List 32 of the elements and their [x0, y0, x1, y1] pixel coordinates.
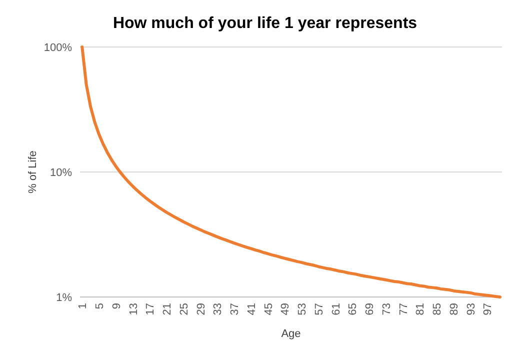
x-tick-label: 13 [128, 303, 140, 316]
x-tick-label: 45 [262, 303, 275, 316]
x-axis-title: Age [281, 328, 301, 340]
x-tick-label: 49 [280, 303, 292, 316]
x-tick-label: 85 [432, 303, 444, 316]
x-tick-label: 17 [144, 303, 157, 316]
x-tick-label: 53 [296, 303, 309, 316]
y-tick-label: 1% [56, 292, 72, 304]
x-tick-label: 33 [212, 303, 224, 316]
x-tick-label: 5 [94, 303, 106, 310]
y-tick-label: 10% [50, 166, 72, 179]
x-tick-label: 9 [110, 303, 123, 310]
x-tick-label: 81 [414, 303, 427, 316]
x-tick-label: 73 [380, 303, 393, 316]
x-tick-label: 93 [465, 303, 478, 316]
x-tick-label: 29 [195, 303, 208, 316]
x-tick-label: 65 [347, 303, 360, 316]
x-tick-label: 1 [77, 303, 90, 310]
y-tick-label: 100% [44, 42, 72, 54]
x-tick-label: 77 [398, 303, 410, 316]
chart-title: How much of your life 1 year represents [112, 15, 418, 32]
x-tick-label: 97 [482, 303, 494, 316]
x-tick-label: 25 [178, 303, 190, 316]
x-tick-label: 61 [330, 303, 342, 316]
x-tick-label: 57 [313, 303, 326, 316]
x-tick-label: 37 [229, 303, 242, 316]
x-tick-label: 21 [162, 303, 174, 316]
x-tick-label: 41 [246, 303, 258, 316]
line-series [80, 46, 502, 298]
x-tick-label: 69 [364, 303, 376, 316]
y-axis-title: % of Life [27, 150, 39, 194]
x-tick-label: 89 [448, 303, 460, 316]
